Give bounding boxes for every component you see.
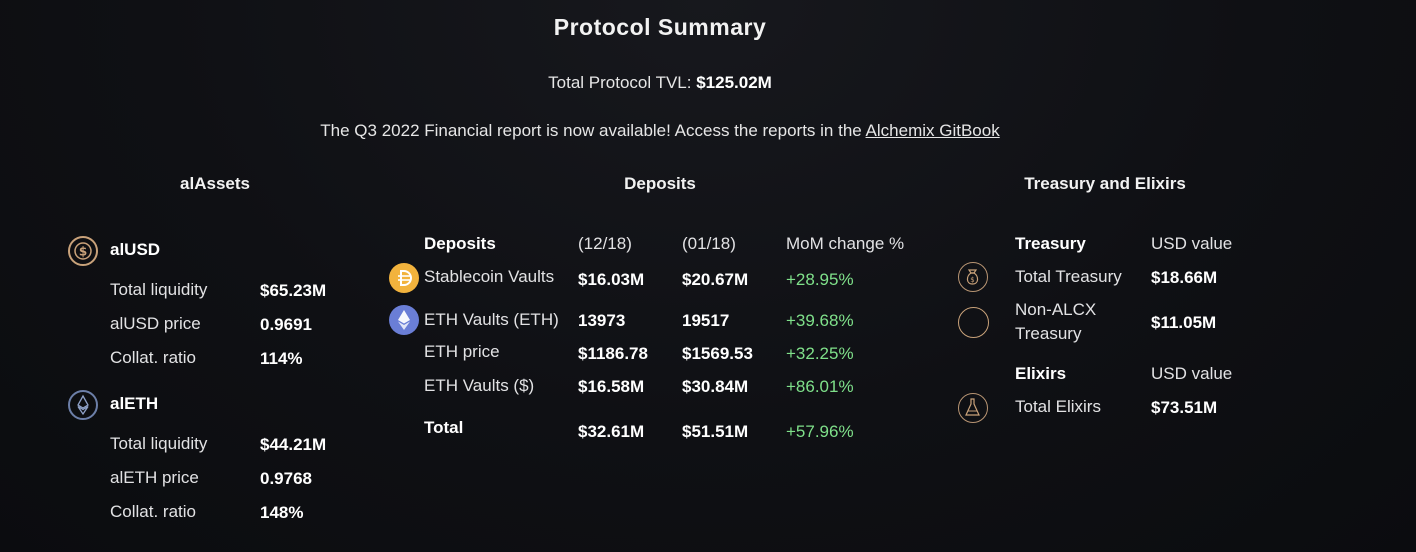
tvl-value: $125.02M — [696, 73, 772, 92]
deposits-col-header: Deposits — [424, 234, 496, 253]
alusd-price-label: alUSD price — [110, 314, 201, 333]
svg-text:$: $ — [79, 245, 87, 259]
alusd-price-value: 0.9691 — [260, 315, 312, 334]
svg-text:$: $ — [970, 276, 974, 284]
stablecoin-change: +28.95% — [786, 270, 854, 289]
aleth-liquidity-value: $44.21M — [260, 435, 327, 454]
eth-vaults-usd-change: +86.01% — [786, 377, 854, 396]
page-title: Protocol Summary — [553, 14, 767, 40]
treasury-header: Treasury — [1015, 234, 1086, 253]
deposits-total-change: +57.96% — [786, 422, 854, 441]
alusd-collat-value: 114% — [260, 349, 303, 368]
deposits-prev-header: (12/18) — [578, 234, 632, 253]
treasury-usd-header: USD value — [1151, 234, 1233, 253]
treasury-title: Treasury and Elixirs — [1024, 174, 1186, 193]
aleth-price-value: 0.9768 — [260, 469, 312, 488]
alusd-liquidity-value: $65.23M — [260, 281, 327, 300]
eth-price-prev: $1186.78 — [578, 344, 648, 363]
alusd-liquidity-label: Total liquidity — [110, 280, 208, 299]
deposits-total-label: Total — [424, 418, 464, 437]
alassets-title: alAssets — [180, 174, 250, 193]
aleth-liquidity-label: Total liquidity — [110, 434, 208, 453]
aleth-collat-label: Collat. ratio — [110, 502, 196, 521]
eth-price-curr: $1569.53 — [682, 344, 753, 363]
stablecoin-icon — [389, 263, 419, 293]
non-alcx-label-line1: Non-ALCX — [1015, 300, 1097, 319]
non-alcx-value: $11.05M — [1151, 313, 1217, 332]
total-elixirs-label: Total Elixirs — [1015, 397, 1101, 416]
alusd-name: alUSD — [110, 240, 161, 259]
deposits-curr-header: (01/18) — [682, 234, 736, 253]
stablecoin-curr: $20.67M — [682, 270, 749, 289]
ethereum-coin-icon — [68, 390, 98, 420]
aleth-price-label: alETH price — [110, 468, 199, 487]
eth-vaults-usd-curr: $30.84M — [682, 377, 749, 396]
elixirs-header: Elixirs — [1015, 364, 1067, 383]
aleth-collat-value: 148% — [260, 503, 304, 522]
eth-vaults-eth-label: ETH Vaults (ETH) — [424, 310, 559, 329]
money-bag-icon: $ — [958, 262, 988, 292]
total-elixirs-value: $73.51M — [1151, 398, 1218, 417]
tvl-label: Total Protocol TVL: — [548, 73, 692, 92]
eth-price-label: ETH price — [424, 342, 500, 361]
gitbook-link[interactable]: Alchemix GitBook — [865, 121, 1000, 140]
deposits-total-prev: $32.61M — [578, 422, 645, 441]
elixirs-usd-header: USD value — [1151, 364, 1233, 383]
aleth-name: alETH — [110, 394, 159, 413]
dollar-coin-icon: $ — [68, 236, 98, 266]
non-alcx-label-line2: Treasury — [1015, 324, 1082, 343]
elixir-flask-icon — [958, 393, 988, 423]
report-notice: The Q3 2022 Financial report is now avai… — [0, 121, 1320, 141]
stablecoin-prev: $16.03M — [578, 270, 645, 289]
total-treasury-label: Total Treasury — [1015, 267, 1122, 286]
deposits-change-header: MoM change % — [786, 234, 905, 253]
deposits-title: Deposits — [624, 174, 696, 193]
deposits-total-curr: $51.51M — [682, 422, 749, 441]
eth-price-change: +32.25% — [786, 344, 854, 363]
eth-vaults-eth-curr: 19517 — [682, 311, 730, 330]
ring-icon — [958, 307, 989, 338]
total-tvl: Total Protocol TVL: $125.02M — [0, 73, 1320, 93]
report-text: The Q3 2022 Financial report is now avai… — [320, 121, 862, 140]
eth-vaults-eth-prev: 13973 — [578, 311, 626, 330]
stablecoin-vaults-label: Stablecoin Vaults — [424, 267, 555, 286]
alusd-collat-label: Collat. ratio — [110, 348, 196, 367]
eth-vaults-usd-prev: $16.58M — [578, 377, 645, 396]
eth-vaults-eth-change: +39.68% — [786, 311, 854, 330]
total-treasury-value: $18.66M — [1151, 268, 1218, 287]
ethereum-icon — [389, 305, 419, 335]
eth-vaults-usd-label: ETH Vaults ($) — [424, 376, 535, 395]
